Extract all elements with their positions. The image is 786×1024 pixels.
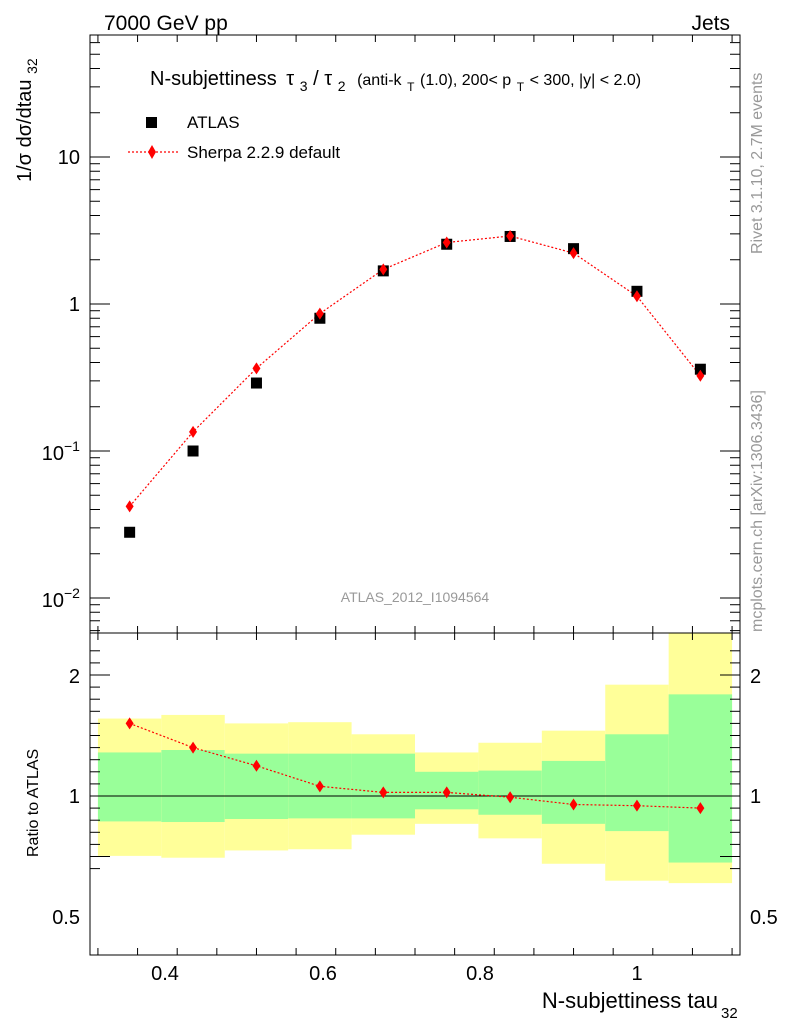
ratio-panel: Ratio to ATLAS 2 1 0.5 2 1 0.5 0.4 0.6 0… — [25, 632, 778, 1022]
atlas-point — [250, 377, 262, 389]
sherpa-point — [506, 230, 515, 243]
sherpa-line — [129, 235, 701, 507]
inner-band — [541, 760, 606, 824]
sherpa-point — [442, 236, 451, 249]
title-cut3: < 300, |y| < 2.0) — [530, 72, 642, 89]
mcplots-label: mcplots.cern.ch [arXiv:1306.3436] — [749, 390, 766, 632]
inner-band — [668, 694, 733, 863]
main-ticks — [90, 35, 740, 633]
main-title: N-subjettiness τ 3 / τ 2 (anti-k T (1.0)… — [150, 68, 641, 96]
ratio-sherpa-point — [252, 759, 261, 772]
ratio-ylabel: Ratio to ATLAS — [25, 749, 42, 857]
atlas-point — [694, 363, 706, 375]
ratio-ytick-2-right: 2 — [750, 666, 761, 688]
title-tau3: τ — [286, 68, 294, 90]
legend-sherpa-marker — [148, 145, 156, 159]
legend-atlas-marker — [146, 117, 157, 128]
ratio-sherpa-point — [696, 802, 705, 815]
sherpa-point — [125, 500, 134, 513]
main-marks — [124, 230, 706, 538]
ytick-label-0.01-exp: −2 — [64, 585, 80, 601]
title-tau3-sub: 3 — [300, 78, 308, 94]
ytick-label-10: 10 — [58, 147, 80, 169]
ratio-marks — [125, 717, 705, 815]
ytick-label-0.1-exp: −1 — [64, 438, 80, 454]
ratio-sherpa-point — [442, 786, 451, 799]
xtick-label-0.8: 0.8 — [466, 963, 494, 985]
title-main: N-subjettiness — [150, 68, 277, 90]
atlas-point — [124, 526, 136, 538]
legend: ATLAS Sherpa 2.2.9 default — [128, 113, 340, 162]
ratio-sherpa-point — [189, 741, 198, 754]
ratio-sherpa-point — [632, 799, 641, 812]
title-cut2-sub: T — [517, 80, 525, 94]
ratio-sherpa-point — [569, 798, 578, 811]
ratio-ytick-1-right: 1 — [750, 786, 761, 808]
ratio-ytick-0.5-right: 0.5 — [750, 907, 778, 929]
analysis-watermark: ATLAS_2012_I1094564 — [341, 589, 490, 605]
title-tau2-sub: 2 — [338, 78, 346, 94]
xtick-label-0.6: 0.6 — [309, 963, 337, 985]
ytick-label-0.1-base: 10 — [42, 443, 64, 465]
ratio-ytick-0.5-left: 0.5 — [52, 907, 80, 929]
ytick-label-0.01: 10 — [42, 590, 64, 612]
main-ylabel: 1/σ dσ/dtau 32 — [14, 58, 40, 182]
inner-band — [161, 750, 225, 823]
header-right: Jets — [691, 12, 730, 35]
ratio-sherpa-point — [125, 717, 134, 730]
rivet-label: Rivet 3.1.10, 2.7M events — [749, 73, 766, 254]
title-cut2: (1.0), 200< p — [420, 72, 511, 89]
ytick-label-1: 1 — [69, 294, 80, 316]
ratio-ytick-1-left: 1 — [69, 786, 80, 808]
xtick-label-1: 1 — [631, 963, 642, 985]
legend-atlas-label: ATLAS — [187, 113, 240, 132]
sherpa-point — [569, 247, 578, 260]
sherpa-point — [315, 307, 324, 320]
sherpa-point — [379, 263, 388, 276]
title-cut1-sub: T — [407, 80, 415, 94]
xlabel-sub: 32 — [721, 1005, 738, 1022]
inner-band — [97, 752, 162, 822]
legend-sherpa-label: Sherpa 2.2.9 default — [187, 143, 340, 162]
title-slash: / — [313, 68, 319, 90]
xtick-label-0.4: 0.4 — [151, 963, 179, 985]
ratio-sherpa-point — [315, 780, 324, 793]
ytick-label-0.01-base: 10 — [42, 590, 64, 612]
header-left: 7000 GeV pp — [104, 12, 228, 35]
sherpa-point — [696, 369, 705, 382]
main-panel: N-subjettiness τ 3 / τ 2 (anti-k T (1.0)… — [14, 34, 741, 634]
main-ylabel-sub: 32 — [24, 58, 40, 74]
sherpa-point — [632, 290, 641, 303]
ratio-sherpa-point — [379, 786, 388, 799]
ytick-label-0.1: 10 — [42, 443, 64, 465]
inner-band — [605, 734, 669, 832]
title-cut1: (anti-k — [357, 72, 402, 89]
ratio-ytick-2-left: 2 — [69, 666, 80, 688]
title-tau2: τ — [324, 68, 332, 90]
main-ylabel-text: 1/σ dσ/dtau — [14, 79, 36, 182]
atlas-point — [187, 445, 199, 457]
xlabel: N-subjettiness tau — [542, 988, 718, 1013]
inner-band — [351, 753, 415, 819]
ratio-sherpa-line — [129, 722, 701, 809]
sherpa-point — [252, 362, 261, 375]
ratio-ticks — [90, 633, 740, 955]
sherpa-point — [189, 425, 198, 438]
ratio-sherpa-point — [506, 791, 515, 804]
ratio-bands — [97, 633, 733, 884]
